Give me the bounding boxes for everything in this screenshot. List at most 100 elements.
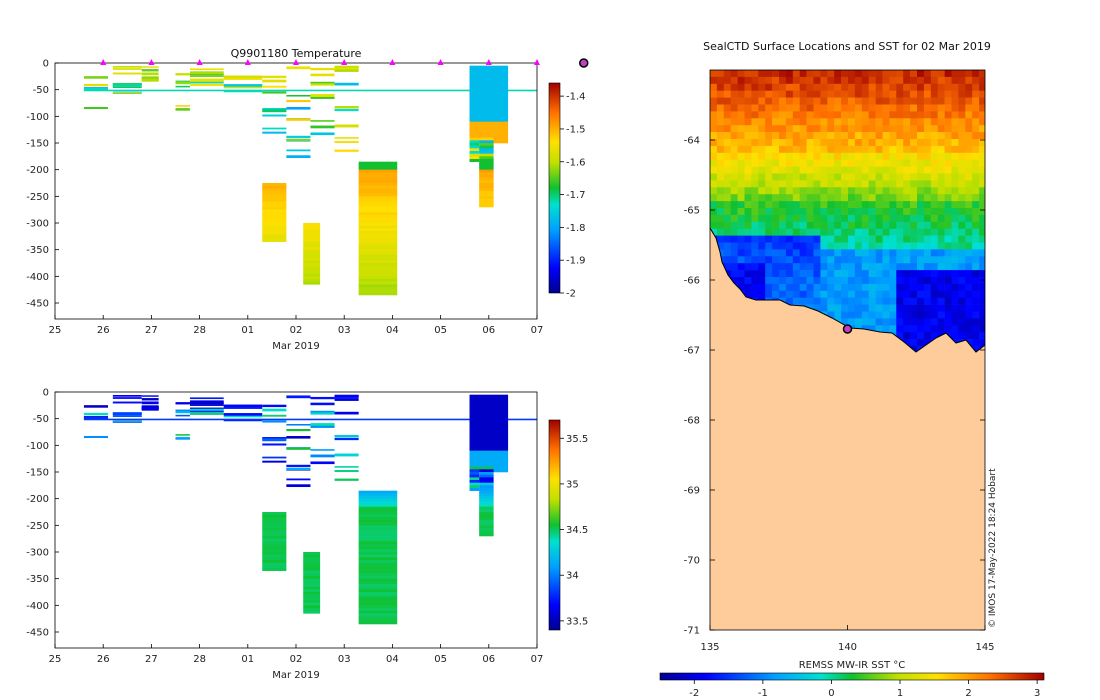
sst-cell — [716, 235, 725, 243]
sst-cell — [848, 111, 856, 119]
sst-cell — [903, 339, 911, 347]
sst-cell — [903, 318, 911, 326]
sst-cell — [972, 221, 980, 229]
sst-cell — [903, 152, 911, 160]
profile-sample — [469, 132, 509, 136]
sst-cell — [972, 283, 980, 292]
profile-sample — [479, 204, 494, 208]
sst-cell — [841, 97, 849, 105]
sst-cell — [951, 242, 959, 250]
sst-cell — [930, 256, 938, 264]
sst-cell — [896, 83, 904, 91]
sst-cell — [744, 173, 752, 181]
sst-cell — [923, 290, 932, 298]
map-y-tick-label: -71 — [684, 626, 700, 637]
sst-cell — [765, 270, 773, 278]
sst-cell — [730, 90, 738, 98]
profile-sample — [334, 478, 359, 481]
sst-cell — [834, 194, 842, 202]
profile-sample — [334, 137, 359, 139]
sst-cell — [854, 201, 863, 209]
sst-cell — [979, 201, 985, 209]
sst-cell — [944, 270, 952, 278]
sst-cell — [937, 132, 945, 140]
sst-cell — [848, 311, 856, 319]
profile-sample — [358, 597, 398, 601]
profile-sample — [262, 185, 287, 189]
profile-sample — [542, 236, 585, 239]
sst-cell — [730, 208, 738, 216]
profile-sample — [469, 416, 509, 419]
sst-cell — [785, 194, 794, 202]
sst-cell — [854, 214, 863, 223]
sst-cell — [937, 180, 945, 188]
sst-cell — [889, 173, 897, 181]
sst-cell — [951, 277, 959, 285]
profile-sample — [286, 135, 311, 138]
sst-cell — [882, 159, 890, 167]
sst-cell — [716, 76, 725, 85]
sst-cell — [889, 194, 897, 202]
sst-cell — [834, 256, 842, 264]
sst-cell — [716, 132, 725, 140]
profile-sample — [542, 403, 585, 406]
sst-cell — [813, 118, 821, 126]
sst-cell — [917, 76, 925, 85]
sst-cell — [737, 277, 745, 285]
sst-cell — [827, 311, 835, 319]
profile-sample — [479, 180, 494, 184]
sst-cell — [930, 304, 938, 312]
sst-cell — [834, 145, 842, 154]
sst-cell — [854, 125, 863, 133]
sst-cell — [792, 139, 800, 147]
profile-sample — [112, 395, 142, 397]
profile-sample — [334, 398, 359, 401]
profile-sample — [286, 467, 311, 470]
sst-cell — [765, 70, 773, 78]
sst-cell — [979, 277, 985, 285]
sst-cell — [875, 304, 883, 312]
sst-cell — [979, 83, 985, 91]
profile-sample — [358, 244, 398, 248]
profile-sample — [141, 395, 159, 397]
sst-cell — [765, 173, 773, 181]
profile-sample — [358, 260, 398, 264]
profile-sample — [112, 421, 142, 423]
sst-cell — [917, 152, 925, 160]
sst-cell — [868, 104, 876, 112]
sst-cell — [841, 145, 849, 154]
sst-cell — [799, 166, 807, 174]
sst-cell — [875, 139, 883, 147]
profile-sample — [358, 504, 398, 507]
sst-cell — [917, 304, 925, 312]
sst-cell — [765, 111, 773, 119]
sst-cell — [827, 249, 835, 257]
sst-cell — [751, 228, 759, 236]
profile-sample — [262, 414, 287, 417]
sst-cell — [937, 290, 945, 298]
sst-cell — [861, 159, 869, 167]
profile-sample — [358, 562, 398, 566]
sst-cell — [930, 159, 938, 167]
sst-cell — [716, 83, 725, 91]
sst-cell — [848, 304, 856, 312]
sst-cell — [875, 152, 883, 160]
sst-cell — [903, 166, 911, 174]
sst-cell — [716, 139, 725, 147]
sst-cell — [834, 132, 842, 140]
profile-sample — [469, 119, 509, 122]
profile-sample — [310, 83, 335, 86]
colorbar-tick-label: -1.5 — [566, 124, 586, 135]
sst-cell — [806, 214, 814, 223]
sst-cell — [813, 277, 821, 285]
profile-sample — [83, 418, 537, 421]
sst-cell — [861, 194, 869, 202]
sst-cell — [841, 194, 849, 202]
profile-sample — [542, 584, 585, 587]
sst-cell — [951, 214, 959, 223]
profile-sample — [479, 509, 494, 513]
profile-sample — [358, 600, 398, 603]
sst-cell — [917, 270, 925, 278]
sst-cell — [937, 221, 945, 229]
profile-sample — [303, 584, 321, 587]
